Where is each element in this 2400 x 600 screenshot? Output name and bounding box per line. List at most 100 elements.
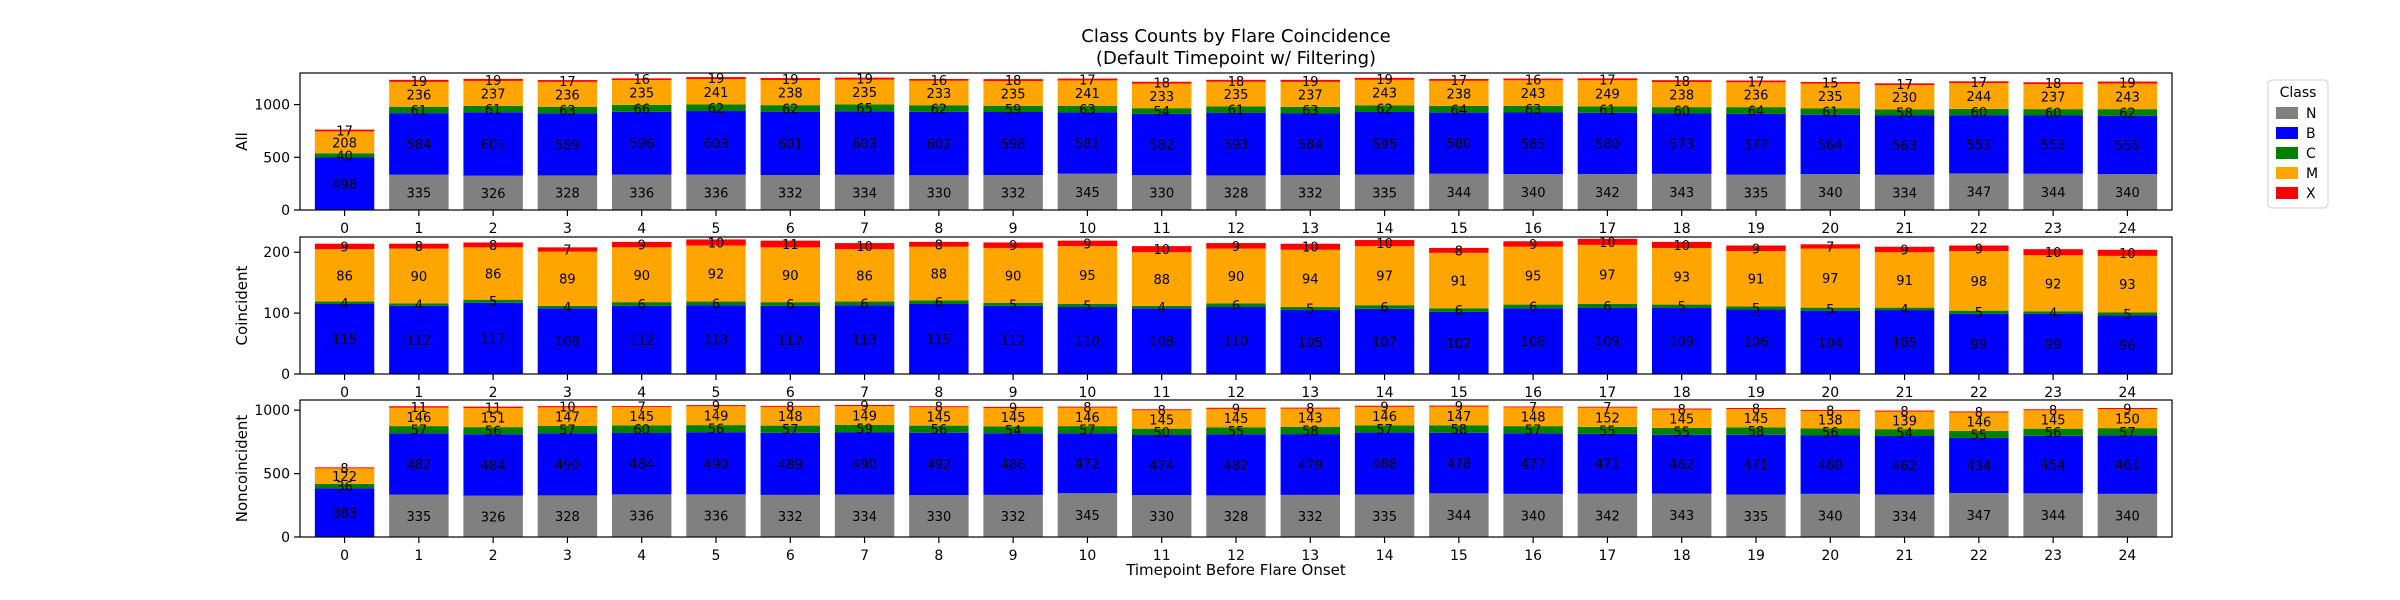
- x-tick-label: 1: [414, 548, 423, 564]
- x-tick-label: 2: [489, 221, 498, 237]
- x-tick-label: 3: [563, 548, 572, 564]
- data-label: 86: [856, 269, 873, 284]
- data-label: 10: [1599, 236, 1616, 251]
- data-label: 602: [926, 138, 951, 153]
- data-label: 332: [1298, 187, 1323, 202]
- bar-segment-m: [1577, 407, 1638, 427]
- data-label: 146: [1075, 411, 1100, 426]
- bar-segment-x: [389, 406, 449, 408]
- data-label: 482: [406, 458, 431, 473]
- data-label: 383: [332, 507, 357, 522]
- bar-segment-c: [686, 425, 746, 433]
- x-tick-label: 13: [1301, 548, 1319, 564]
- bar-segment-c: [2097, 312, 2158, 316]
- bar-segment-b: [834, 305, 895, 374]
- data-label: 344: [2041, 186, 2066, 201]
- data-label: 243: [2115, 90, 2140, 105]
- x-tick-label: 2: [489, 385, 498, 401]
- y-tick-label: 0: [281, 367, 290, 383]
- bar-segment-c: [389, 426, 449, 434]
- data-label: 62: [782, 102, 799, 117]
- bar-segment-b: [1132, 308, 1192, 374]
- data-label: 235: [1224, 88, 1249, 103]
- bar-segment-b: [1577, 112, 1638, 174]
- bar-segment-x: [1726, 80, 1786, 83]
- data-label: 9: [1455, 400, 1463, 415]
- bar-segment-m: [909, 80, 969, 106]
- bar-segment-b: [983, 111, 1043, 176]
- data-label: 241: [704, 86, 729, 101]
- data-label: 332: [1001, 510, 1026, 525]
- bar-segment-b: [1874, 115, 1935, 175]
- bar-segment-m: [1652, 409, 1712, 428]
- bar-segment-c: [909, 300, 969, 304]
- data-label: 244: [1966, 90, 1991, 105]
- data-label: 64: [1451, 103, 1468, 118]
- data-label: 489: [778, 458, 803, 473]
- bar-segment-c: [760, 302, 820, 306]
- data-label: 148: [778, 410, 803, 425]
- data-label: 9: [1900, 243, 1908, 258]
- data-label: 5: [1083, 300, 1091, 315]
- y-tick-label: 200: [263, 245, 290, 261]
- bar-segment-c: [612, 104, 672, 112]
- bar-segment-x: [1577, 238, 1638, 245]
- data-label: 332: [1001, 187, 1026, 202]
- bar-segment-x: [1800, 244, 1860, 249]
- x-tick-label: 21: [1896, 385, 1914, 401]
- bar-segment-c: [463, 299, 523, 303]
- x-tick-label: 17: [1599, 385, 1617, 401]
- bar-segment-n: [1874, 174, 1935, 210]
- data-label: 478: [1446, 457, 1471, 472]
- bar-segment-n: [1503, 493, 1563, 537]
- bar-segment-b: [1726, 309, 1786, 374]
- bar-segment-n: [1206, 175, 1266, 210]
- bar-segment-c: [1354, 425, 1415, 433]
- data-label: 138: [1818, 414, 1843, 429]
- data-label: 15: [1822, 77, 1839, 92]
- bar-segment-c: [1429, 105, 1489, 113]
- bar-segment-m: [1280, 249, 1340, 308]
- bar-segment-b: [1874, 310, 1935, 374]
- bar-segment-b: [1949, 313, 2009, 374]
- bar-segment-n: [1949, 173, 2009, 210]
- data-label: 90: [633, 269, 650, 284]
- data-label: 90: [411, 270, 428, 285]
- bar-segment-c: [2097, 428, 2158, 436]
- bar-segment-n: [537, 175, 598, 210]
- data-label: 563: [1892, 139, 1917, 154]
- bar-segment-c: [1429, 425, 1489, 433]
- data-label: 93: [1673, 270, 1690, 285]
- bar-segment-b: [1652, 434, 1712, 494]
- bar-segment-c: [1280, 307, 1340, 311]
- bar-segment-x: [1726, 245, 1786, 252]
- x-tick-label: 15: [1450, 548, 1468, 564]
- x-tick-label: 1: [414, 221, 423, 237]
- bar-segment-x: [612, 241, 672, 248]
- bar-segment-c: [463, 427, 523, 435]
- bar-segment-m: [314, 468, 375, 484]
- data-label: 56: [931, 423, 948, 438]
- data-label: 340: [1521, 186, 1546, 201]
- bar-segment-n: [2097, 174, 2158, 210]
- data-label: 596: [629, 137, 654, 152]
- data-label: 66: [633, 102, 650, 117]
- data-label: 492: [926, 458, 951, 473]
- bar-segment-m: [686, 245, 746, 302]
- bar-segment-n: [1057, 173, 1118, 210]
- data-label: 63: [559, 104, 576, 119]
- bar-segment-n: [1057, 493, 1118, 537]
- data-label: 345: [1075, 186, 1100, 201]
- data-label: 9: [1009, 401, 1017, 416]
- x-tick-label: 16: [1524, 548, 1542, 564]
- data-label: 11: [411, 401, 428, 416]
- x-tick-label: 4: [637, 385, 646, 401]
- bar-segment-m: [1577, 244, 1638, 304]
- data-label: 40: [336, 149, 353, 164]
- bar-segment-m: [537, 407, 598, 427]
- bar-segment-m: [463, 80, 523, 106]
- data-label: 19: [1376, 73, 1393, 88]
- bar-segment-m: [1354, 79, 1415, 106]
- data-label: 9: [1232, 402, 1240, 417]
- x-tick-label: 11: [1153, 548, 1171, 564]
